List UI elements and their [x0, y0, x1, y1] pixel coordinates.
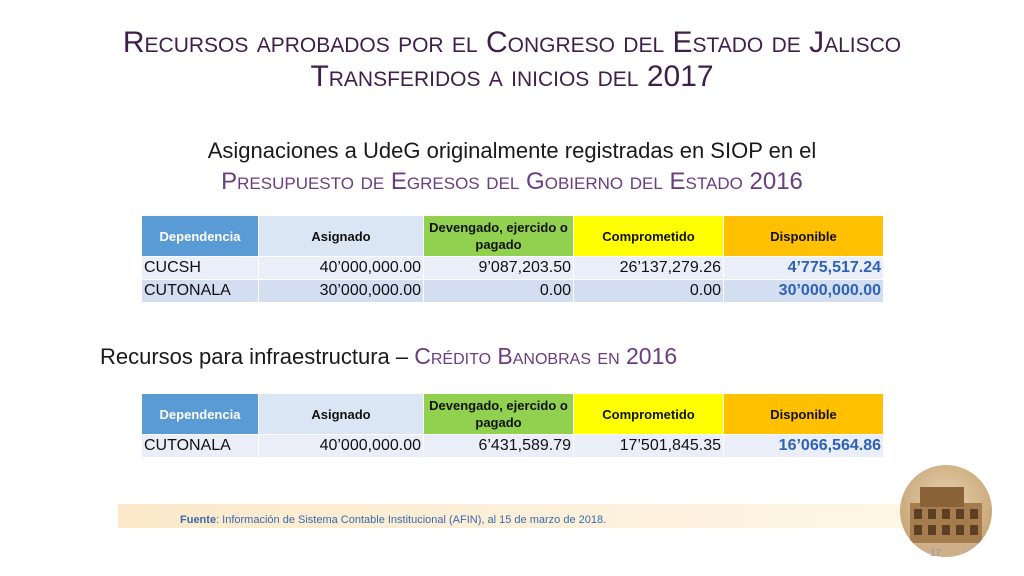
cell-comprometido: 0.00: [573, 279, 724, 303]
table-row: CUTONALA 30’000,000.00 0.00 0.00 30’000,…: [141, 279, 884, 303]
header-comprometido: Comprometido: [573, 215, 724, 257]
cell-comprometido: 17’501,845.35: [573, 434, 724, 458]
section1-subheading: Presupuesto de Egresos del Gobierno del …: [221, 168, 803, 195]
section1-heading: Asignaciones a UdeG originalmente regist…: [207, 138, 817, 163]
cell-devengado: 9’087,203.50: [423, 256, 574, 280]
slide-title-line2: Transferidos a inicios del 2017: [310, 60, 714, 93]
table-row: CUCSH 40’000,000.00 9’087,203.50 26’137,…: [141, 256, 884, 280]
cell-disponible: 16’066,564.86: [723, 434, 884, 458]
budget-table-siop: Dependencia Asignado Devengado, ejercido…: [141, 215, 884, 303]
section2-prefix: Recursos para infraestructura –: [100, 344, 415, 369]
header-disponible: Disponible: [723, 215, 884, 257]
section2-heading: Recursos para infraestructura – Crédito …: [100, 343, 677, 370]
cell-asignado: 30’000,000.00: [258, 279, 424, 303]
header-asignado: Asignado: [258, 215, 424, 257]
page-number: 17: [930, 548, 942, 559]
building-illustration-icon: [900, 487, 992, 557]
cell-devengado: 0.00: [423, 279, 574, 303]
source-label: Fuente: [180, 514, 217, 526]
source-footnote: Fuente: Información de Sistema Contable …: [180, 514, 606, 526]
header-dependencia: Dependencia: [141, 215, 259, 257]
source-text: : Información de Sistema Contable Instit…: [216, 514, 607, 526]
cell-asignado: 40’000,000.00: [258, 434, 424, 458]
slide-title-line1: Recursos aprobados por el Congreso del E…: [122, 26, 902, 59]
cell-devengado: 6’431,589.79: [423, 434, 574, 458]
header-asignado: Asignado: [258, 393, 424, 435]
table-header-row: Dependencia Asignado Devengado, ejercido…: [141, 215, 884, 257]
header-disponible: Disponible: [723, 393, 884, 435]
header-comprometido: Comprometido: [573, 393, 724, 435]
table-header-row: Dependencia Asignado Devengado, ejercido…: [141, 393, 884, 435]
table-row: CUTONALA 40’000,000.00 6’431,589.79 17’5…: [141, 434, 884, 458]
header-devengado: Devengado, ejercido o pagado: [423, 393, 574, 435]
cell-disponible: 30’000,000.00: [723, 279, 884, 303]
cell-asignado: 40’000,000.00: [258, 256, 424, 280]
budget-table-banobras: Dependencia Asignado Devengado, ejercido…: [141, 393, 884, 458]
footer-band: [118, 504, 904, 528]
section2-accent: Crédito Banobras en 2016: [414, 343, 678, 369]
cell-dependencia: CUTONALA: [141, 434, 259, 458]
header-devengado: Devengado, ejercido o pagado: [423, 215, 574, 257]
cell-disponible: 4’775,517.24: [723, 256, 884, 280]
cell-dependencia: CUCSH: [141, 256, 259, 280]
building-photo: [900, 465, 992, 557]
header-dependencia: Dependencia: [141, 393, 259, 435]
cell-comprometido: 26’137,279.26: [573, 256, 724, 280]
cell-dependencia: CUTONALA: [141, 279, 259, 303]
